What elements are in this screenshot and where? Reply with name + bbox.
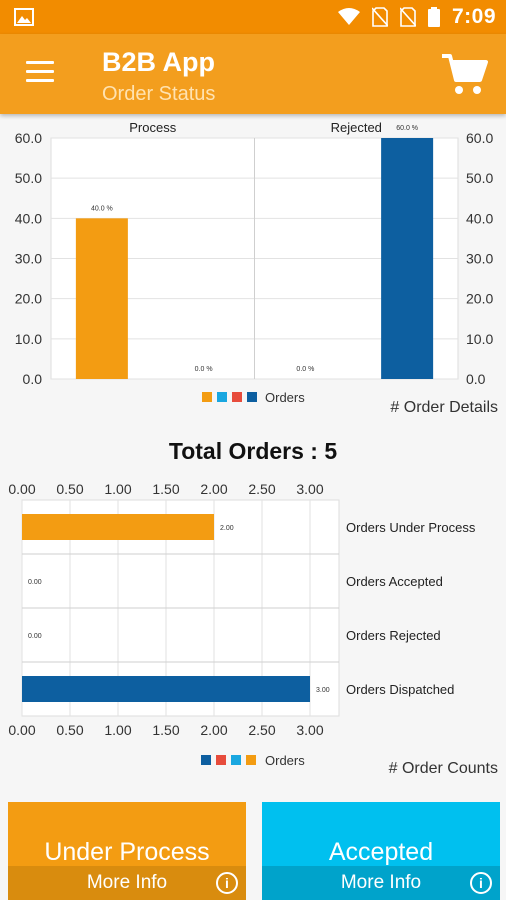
chart-caption: # Order Details: [390, 399, 498, 416]
x-tick-top: 0.50: [56, 481, 83, 497]
category-label: Orders Rejected: [346, 628, 441, 643]
under-process-more-info[interactable]: More Info i: [8, 866, 246, 900]
more-info-label: More Info: [86, 872, 168, 893]
no-sim-icon: [371, 7, 388, 27]
info-icon: i: [470, 872, 492, 894]
bar-value-label: 0.0 %: [296, 366, 314, 373]
x-tick-bottom: 3.00: [296, 722, 323, 738]
y-tick-left: 20.0: [15, 291, 42, 307]
bar-value-label: 0.0 %: [195, 366, 213, 373]
legend-swatch: [247, 392, 257, 402]
y-tick-right: 50.0: [466, 170, 493, 186]
bar-value-label: 3.00: [316, 687, 330, 694]
y-tick-left: 40.0: [15, 210, 42, 226]
wifi-icon: [337, 8, 360, 25]
y-tick-left: 50.0: [15, 170, 42, 186]
legend-swatch: [216, 755, 226, 765]
hamburger-menu-icon[interactable]: [26, 61, 54, 83]
x-tick-top: 1.00: [104, 481, 131, 497]
x-tick-top: 2.50: [248, 481, 275, 497]
app-title: B2B App: [102, 47, 215, 77]
accepted-more-info[interactable]: More Info i: [262, 866, 500, 900]
bar-value-label: 0.00: [28, 579, 42, 586]
bar-value-label: 2.00: [220, 525, 234, 532]
category-label: Rejected: [331, 120, 382, 135]
category-label: Process: [129, 120, 176, 135]
under-process-label: Under Process: [44, 838, 210, 866]
bar: [22, 676, 310, 702]
x-tick-bottom: 2.50: [248, 722, 275, 738]
info-icon: i: [216, 872, 238, 894]
shopping-cart-icon[interactable]: [440, 50, 488, 98]
x-tick-top: 1.50: [152, 481, 179, 497]
x-tick-bottom: 2.00: [200, 722, 227, 738]
bar-value-label: 40.0 %: [91, 205, 113, 212]
x-tick-top: 2.00: [200, 481, 227, 497]
order-counts-chart: 0.00 0.00 0.50 0.50 1.00 1.00 1.50 1.50 2.00 2.00…: [8, 481, 498, 777]
legend-label: Orders: [265, 753, 305, 768]
legend-swatch: [201, 755, 211, 765]
status-bar: 7:09: [0, 0, 506, 34]
accepted-card[interactable]: Accepted More Info i: [262, 802, 500, 900]
chart-caption: # Order Counts: [389, 760, 498, 777]
y-tick-right: 30.0: [466, 251, 493, 267]
legend-swatch: [231, 755, 241, 765]
y-tick-right: 0.0: [466, 371, 486, 387]
y-tick-left: 60.0: [15, 130, 42, 146]
status-time: 7:09: [451, 5, 496, 28]
legend-swatch: [232, 392, 242, 402]
x-tick-bottom: 0.50: [56, 722, 83, 738]
no-sim-icon: [399, 7, 416, 27]
bar: [22, 514, 214, 540]
more-info-label: More Info: [340, 872, 422, 893]
bar-value-label: 0.00: [28, 633, 42, 640]
y-tick-left: 10.0: [15, 331, 42, 347]
legend-swatch: [246, 755, 256, 765]
order-details-chart: 0.0 0.0 10.0 10.0 20.0 20.0 30.0 30.0 40.0 40.0 50…: [15, 120, 498, 416]
category-label: Orders Under Process: [346, 520, 476, 535]
app-bar: B2B App Order Status: [0, 34, 506, 114]
battery-icon: [427, 7, 440, 27]
x-tick-top: 0.00: [8, 481, 35, 497]
y-tick-right: 60.0: [466, 130, 493, 146]
accepted-label: Accepted: [328, 838, 434, 866]
x-tick-bottom: 1.50: [152, 722, 179, 738]
legend-label: Orders: [265, 390, 305, 405]
category-label: Orders Accepted: [346, 574, 443, 589]
y-tick-left: 0.0: [23, 371, 43, 387]
x-tick-bottom: 0.00: [8, 722, 35, 738]
y-tick-right: 40.0: [466, 210, 493, 226]
category-label: Orders Dispatched: [346, 682, 454, 697]
total-orders-title: Total Orders : 5: [168, 438, 338, 464]
bar-value-label: 60.0 %: [396, 125, 418, 132]
x-tick-bottom: 1.00: [104, 722, 131, 738]
y-tick-left: 30.0: [15, 251, 42, 267]
page-subtitle: Order Status: [102, 83, 216, 105]
bar: [75, 218, 128, 379]
y-tick-right: 20.0: [466, 291, 493, 307]
y-tick-right: 10.0: [466, 331, 493, 347]
x-tick-top: 3.00: [296, 481, 323, 497]
under-process-card[interactable]: Under Process More Info i: [8, 802, 246, 900]
legend-swatch: [217, 392, 227, 402]
bar: [381, 138, 434, 379]
legend-swatch: [202, 392, 212, 402]
image-icon: [14, 8, 34, 26]
